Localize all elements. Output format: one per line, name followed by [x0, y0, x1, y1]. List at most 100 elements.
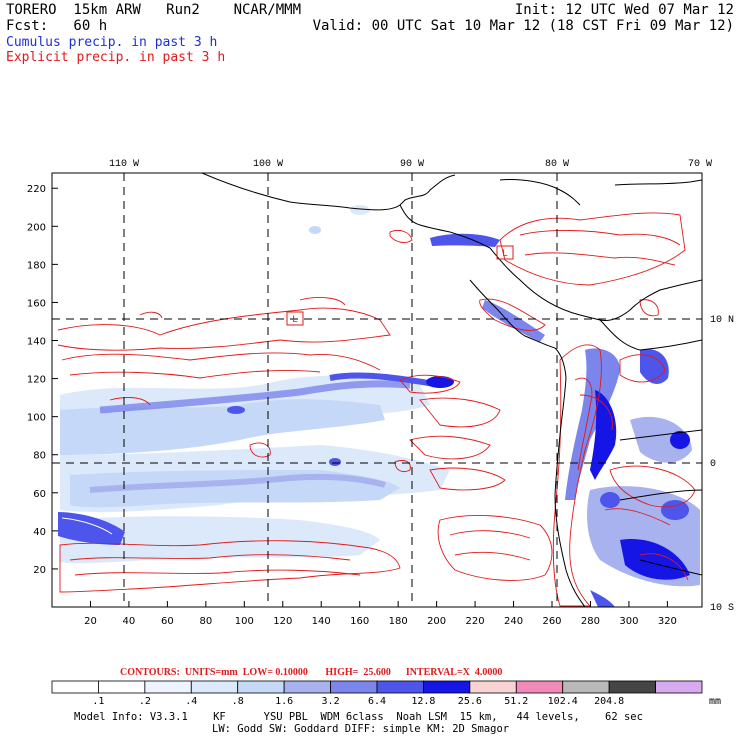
precip-band — [99, 380, 411, 414]
precip-cell — [670, 431, 690, 449]
precip-area — [60, 516, 380, 564]
precip-cell — [227, 406, 245, 414]
colorbar-units: mm — [709, 696, 722, 707]
colorbar-swatch — [562, 680, 610, 694]
model-info-line-1: Model Info: V3.3.1 KF YSU PBL WDM 6class… — [74, 711, 643, 723]
y-tick-label: 20 — [33, 565, 46, 576]
colorbar-swatch — [423, 680, 471, 694]
cumulus-legend-line: Cumulus precip. in past 3 h — [6, 35, 218, 50]
colorbar-label: 6.4 — [367, 696, 387, 707]
y-tick-label: 100 — [27, 413, 46, 424]
graticule — [52, 173, 702, 607]
colorbar-label: 1.6 — [275, 696, 294, 707]
x-tick-label: 320 — [658, 616, 677, 627]
forecast-hour: Fcst: 60 h — [6, 18, 108, 34]
precip-area — [60, 399, 385, 455]
x-tick-label: 120 — [273, 616, 292, 627]
model-title: TORERO 15km ARW Run2 NCAR/MMM — [6, 2, 302, 18]
y-tick-label: 120 — [27, 375, 46, 386]
x-tick-label: 240 — [504, 616, 523, 627]
colorbar-swatch — [515, 680, 564, 694]
map-frame — [51, 172, 703, 608]
x-tick-label: 100 — [235, 616, 254, 627]
colorbar-label: .1 — [92, 696, 105, 707]
colorbar-swatch — [655, 680, 703, 694]
precip-area — [630, 416, 692, 463]
colorbar-label: 102.4 — [547, 696, 578, 707]
y-tick-label: 40 — [33, 527, 46, 538]
precip-field: L L — [52, 173, 702, 607]
x-tick-label: 60 — [161, 616, 174, 627]
colorbar-swatch — [376, 680, 424, 694]
y-tick-label: 80 — [33, 451, 46, 462]
low-marker-label: L — [502, 249, 508, 260]
x-tick-label: 40 — [123, 616, 136, 627]
y-tick-label: 60 — [33, 489, 46, 500]
colorbar-label: 12.8 — [411, 696, 436, 707]
x-tick-label: 80 — [199, 616, 212, 627]
lat-label: 10 N — [710, 315, 734, 326]
low-marker-box — [286, 311, 304, 326]
x-tick-label: 200 — [427, 616, 446, 627]
colorbar-label: .8 — [231, 696, 244, 707]
precip-core — [620, 539, 690, 580]
y-tick-label: 200 — [27, 222, 46, 233]
x-tick-label: 160 — [350, 616, 369, 627]
model-info-line-2: LW: Godd SW: Goddard DIFF: simple KM: 2D… — [212, 723, 510, 735]
x-tick-label: 300 — [619, 616, 638, 627]
y-tick-label: 220 — [27, 184, 46, 195]
y-axis: 220 200 180 160 140 120 100 80 60 40 20 — [27, 184, 58, 576]
precip-cell — [430, 233, 500, 247]
precip-core-edge — [61, 517, 113, 535]
x-tick-label: 260 — [542, 616, 561, 627]
x-tick-label: 220 — [466, 616, 485, 627]
colorbar-swatch — [283, 680, 331, 694]
x-tick-label: 280 — [581, 616, 600, 627]
colorbar-swatch — [144, 680, 192, 694]
lon-label: 70 W — [688, 159, 712, 170]
colorbar-swatch — [51, 680, 99, 694]
colorbar-label: 204.8 — [594, 696, 625, 707]
lat-label: 0 — [710, 459, 716, 470]
lat-label: 10 S — [710, 603, 734, 614]
precip-area — [309, 226, 321, 234]
low-marker-label: L — [292, 315, 298, 326]
colorbar-label: 51.2 — [504, 696, 529, 707]
x-tick-label: 140 — [312, 616, 331, 627]
precip-band — [89, 473, 386, 493]
colorbar-swatch — [190, 680, 239, 694]
colorbar-swatch — [330, 680, 378, 694]
precip-cell — [329, 458, 341, 466]
x-axis: 20 40 60 80 100 120 140 160 180 200 220 240 260 280 30… — [84, 601, 677, 627]
explicit-legend-line: Explicit precip. in past 3 h — [6, 50, 226, 65]
coastlines — [201, 173, 702, 607]
valid-time: Valid: 00 UTC Sat 10 Mar 12 (18 CST Fri … — [312, 18, 734, 34]
colorbar-label: .2 — [138, 696, 151, 707]
colorbar-label: 25.6 — [457, 696, 482, 707]
precip-cell — [590, 590, 615, 607]
precip-cell — [426, 376, 454, 388]
x-tick-label: 180 — [389, 616, 408, 627]
lon-label: 80 W — [545, 159, 569, 170]
lon-label: 90 W — [400, 159, 424, 170]
precip-cell — [600, 492, 620, 508]
y-tick-label: 160 — [27, 298, 46, 309]
colorbar-swatch — [98, 680, 146, 694]
x-tick-label: 20 — [84, 616, 97, 627]
colorbar-swatch — [608, 680, 656, 694]
init-time: Init: 12 UTC Wed 07 Mar 12 — [514, 2, 734, 18]
contours-info: CONTOURS: UNITS=mm LOW= 0.10000 HIGH= 25… — [120, 667, 503, 678]
colorbar-label: 3.2 — [321, 696, 340, 707]
colorbar-label: .4 — [185, 696, 198, 707]
y-tick-label: 180 — [27, 260, 46, 271]
precip-area — [350, 205, 370, 215]
colorbar — [51, 680, 703, 694]
colorbar-swatch — [469, 680, 517, 694]
lon-label: 110 W — [109, 159, 139, 170]
low-marker-box — [496, 245, 514, 260]
colorbar-swatch — [237, 680, 285, 694]
precip-cell — [661, 500, 689, 520]
explicit-precip-contours — [57, 212, 696, 607]
precip-band — [482, 300, 545, 342]
